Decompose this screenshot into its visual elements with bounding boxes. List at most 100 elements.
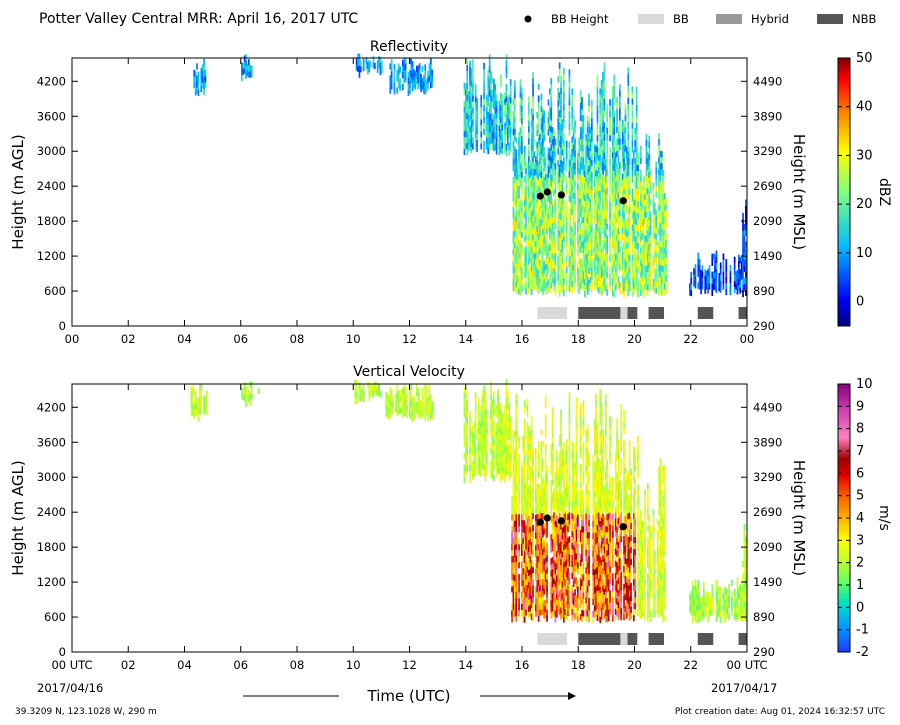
echo-cell [550,270,553,277]
echo-cell [588,285,590,292]
echo-cell [600,121,603,129]
echo-cell [500,445,502,453]
echo-cell [493,421,495,428]
echo-cell [528,503,530,510]
echo-cell [421,404,424,412]
echo-cell [659,198,662,205]
echo-cell [568,428,571,435]
echo-cell [572,478,575,486]
echo-cell [602,281,604,289]
echo-cell [361,394,364,401]
echo-cell [648,195,651,203]
echo-cell [631,248,634,255]
echo-cell [579,276,582,283]
echo-cell [665,263,667,270]
echo-cell [539,597,541,604]
echo-cell [549,118,551,125]
echo-cell [430,69,432,77]
echo-cell [568,171,571,178]
echo-cell [535,180,537,187]
echo-cell [642,254,645,261]
echo-cell [530,463,533,471]
echo-cell [557,220,560,227]
echo-cell [511,556,513,563]
echo-cell [484,421,487,428]
echo-cell [488,60,491,67]
echo-cell [613,92,616,99]
echo-cell [421,392,424,400]
echo-cell [514,224,516,231]
echo-cell [593,198,596,205]
echo-cell [568,560,571,567]
echo-cell [582,240,585,248]
echo-cell [529,526,532,533]
echo-cell [515,597,518,604]
echo-cell [628,218,631,226]
echo-cell [546,591,548,598]
echo-cell [553,536,555,543]
echo-cell [249,381,252,388]
echo-cell [504,452,506,459]
echo-cell [563,151,565,159]
echo-cell [544,539,547,546]
echo-cell [614,218,617,225]
echo-cell [495,118,498,125]
echo-cell [467,109,470,116]
echo-cell [490,137,492,144]
echo-cell [525,513,527,520]
echo-cell [561,509,564,516]
echo-cell [515,137,518,144]
echo-cell [481,432,484,439]
echo-cell [358,388,361,395]
echo-cell [465,444,467,451]
echo-cell [528,491,530,498]
echo-cell [536,243,539,251]
echo-cell [498,143,501,150]
echo-cell [571,590,574,597]
echo-cell [581,211,583,218]
echo-cell [537,263,540,270]
echo-cell [554,502,557,509]
echo-cell [466,130,469,138]
echo-cell [561,119,564,126]
echo-cell [530,541,533,549]
echo-cell [568,446,571,453]
echo-cell [572,240,575,247]
echo-cell [600,271,603,279]
echo-cell [663,259,666,266]
echo-cell [194,397,197,404]
echo-cell [550,228,553,235]
echo-cell [665,275,667,282]
echo-cell [628,176,631,184]
echo-cell [518,580,520,587]
echo-cell [572,592,575,600]
echo-cell [529,430,532,437]
echo-cell [504,464,506,471]
echo-cell [602,185,604,193]
echo-cell [742,248,744,256]
echo-cell [563,115,565,123]
echo-cell [563,448,565,455]
echo-cell [571,506,574,513]
echo-cell [572,186,575,193]
y-tick-label-right: 2690 [753,179,782,193]
echo-cell [645,241,648,248]
echo-cell [486,113,488,120]
echo-cell [631,194,634,201]
echo-cell [627,283,630,290]
echo-cell [543,248,546,256]
echo-cell [561,545,564,552]
echo-cell [495,100,498,107]
echo-cell [550,264,553,271]
echo-cell [528,174,530,181]
echo-cell [465,438,467,445]
echo-cell [634,265,637,273]
echo-cell [736,282,739,289]
echo-cell [536,171,539,179]
echo-cell [558,548,561,556]
echo-cell [515,573,518,580]
echo-cell [540,500,543,508]
echo-cell [613,128,616,135]
echo-cell [491,95,494,102]
echo-cell [568,87,571,94]
